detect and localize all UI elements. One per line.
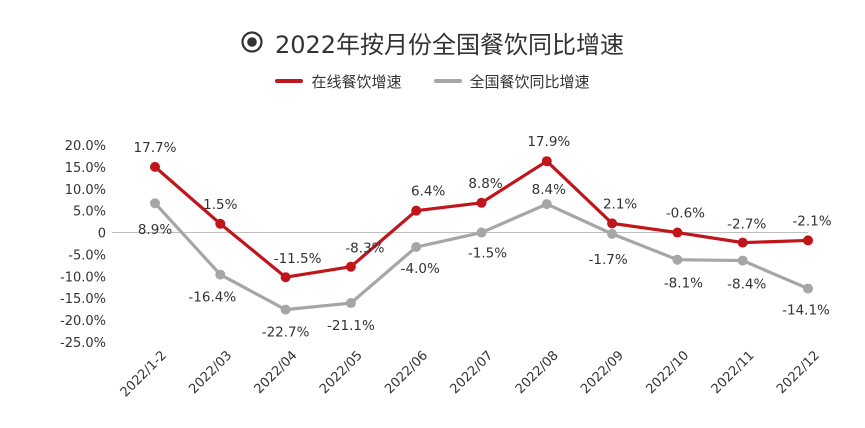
x-tick-label: 2022/07 (448, 348, 497, 397)
data-point-0 (803, 235, 813, 246)
data-label-online: 17.7% (134, 140, 177, 156)
data-label-national: 8.9% (138, 222, 172, 238)
data-label-national: -16.4% (188, 290, 236, 306)
x-tick-label: 2022/05 (317, 348, 366, 397)
data-point-0 (672, 227, 683, 238)
data-point-0 (280, 272, 291, 283)
y-tick-label: 15.0% (65, 161, 106, 176)
data-point-0 (476, 197, 487, 208)
y-tick-label: -10.0% (60, 270, 106, 285)
data-label-online: -2.7% (727, 217, 766, 233)
y-tick-label: 0 (98, 227, 106, 242)
data-label-national: -1.7% (589, 252, 628, 268)
x-tick-label: 2022/08 (513, 348, 562, 397)
data-point-0 (607, 218, 618, 229)
x-tick-label: 2022/04 (252, 348, 301, 397)
data-point-0 (345, 261, 356, 272)
data-point-0 (737, 237, 748, 248)
data-point-1 (803, 283, 813, 294)
data-point-0 (215, 218, 226, 229)
x-tick-label: 2022/12 (774, 348, 823, 397)
legend-label-national: 全国餐饮同比增速 (469, 72, 590, 91)
data-point-1 (345, 298, 356, 309)
data-point-1 (607, 228, 618, 239)
legend-item-online: 在线餐饮增速 (275, 70, 402, 92)
legend-swatch-national (433, 79, 462, 83)
data-label-online: -0.6% (666, 206, 705, 222)
y-tick-label: -25.0% (60, 336, 106, 351)
data-point-1 (541, 199, 552, 210)
legend-item-national: 全国餐饮同比增速 (433, 70, 590, 92)
data-label-online: 6.4% (411, 184, 445, 200)
data-point-1 (476, 227, 487, 238)
data-point-1 (215, 269, 226, 280)
data-label-national: -1.5% (468, 246, 507, 262)
data-point-1 (672, 254, 683, 265)
data-point-1 (280, 304, 291, 315)
y-tick-label: 20.0% (65, 139, 106, 154)
x-tick-label: 2022/09 (578, 348, 627, 397)
data-label-national: -4.0% (401, 261, 440, 277)
x-tick-label: 2022/11 (709, 348, 758, 397)
data-label-online: 1.5% (203, 197, 237, 213)
y-tick-label: -5.0% (68, 248, 106, 263)
data-point-0 (411, 205, 422, 216)
y-tick-label: -15.0% (60, 292, 106, 307)
data-point-1 (150, 198, 160, 209)
data-label-national: -21.1% (327, 318, 375, 334)
data-label-online: 8.8% (468, 176, 502, 192)
target-icon (241, 31, 263, 53)
data-label-national: -22.7% (262, 325, 310, 341)
data-label-online: 2.1% (603, 196, 637, 212)
data-label-national: -8.1% (664, 276, 703, 292)
x-tick-label: 2022/03 (186, 348, 235, 397)
data-point-1 (737, 255, 748, 266)
y-tick-label: -20.0% (60, 314, 106, 329)
legend-label-online: 在线餐饮增速 (311, 72, 402, 91)
data-label-national: -8.4% (727, 277, 766, 293)
legend-swatch-online (275, 79, 304, 83)
data-point-0 (150, 161, 160, 172)
x-tick-label: 2022/06 (382, 348, 431, 397)
data-label-online: 17.9% (527, 134, 570, 150)
chart-title: 2022年按月份全国餐饮同比增速 (274, 30, 625, 59)
data-point-1 (411, 242, 422, 253)
x-tick-label: 2022/10 (643, 348, 692, 397)
data-label-national: 8.4% (532, 182, 566, 198)
data-label-online: -8.3% (345, 241, 384, 257)
y-tick-label: 10.0% (65, 183, 106, 198)
data-label-online: -11.5% (274, 251, 322, 267)
data-point-0 (541, 156, 552, 167)
chart-title-row: 2022年按月份全国餐饮同比增速 (0, 22, 865, 62)
chart-legend: 在线餐饮增速 全国餐饮同比增速 (0, 70, 865, 92)
y-tick-label: 5.0% (73, 205, 106, 220)
x-tick-label: 2022/1-2 (118, 348, 170, 400)
data-label-online: -2.1% (792, 213, 831, 229)
data-label-national: -14.1% (782, 303, 830, 319)
